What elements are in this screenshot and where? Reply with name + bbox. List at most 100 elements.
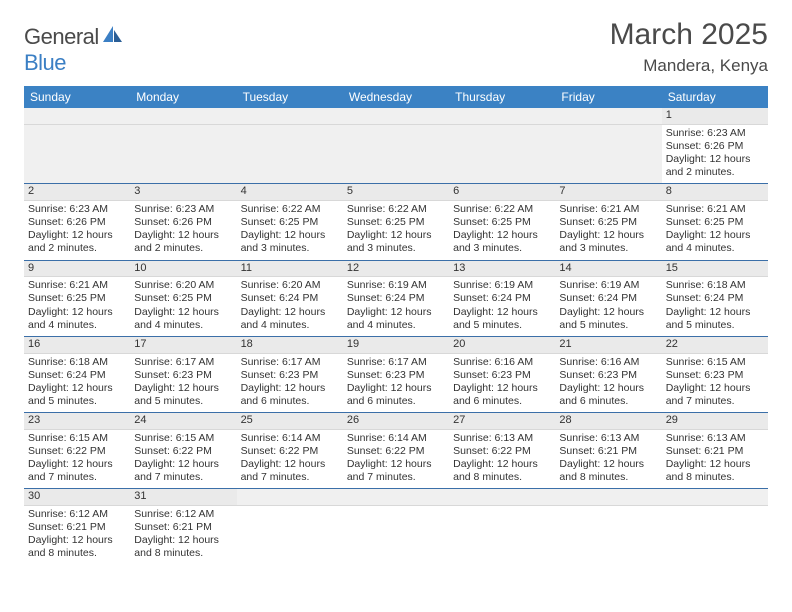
calendar-day-cell: 19Sunrise: 6:17 AMSunset: 6:23 PMDayligh…	[343, 336, 449, 412]
sunset-text: Sunset: 6:22 PM	[134, 445, 232, 458]
daylight-text: Daylight: 12 hours and 3 minutes.	[347, 229, 445, 255]
day-number: 16	[24, 337, 130, 354]
day-details: Sunrise: 6:21 AMSunset: 6:25 PMDaylight:…	[24, 277, 130, 336]
day-number: 27	[449, 413, 555, 430]
day-number: 22	[662, 337, 768, 354]
calendar-day-cell: 24Sunrise: 6:15 AMSunset: 6:22 PMDayligh…	[130, 413, 236, 489]
sunrise-text: Sunrise: 6:22 AM	[241, 203, 339, 216]
weekday-header: Wednesday	[343, 86, 449, 108]
sunset-text: Sunset: 6:26 PM	[666, 140, 764, 153]
calendar-week-row: 23Sunrise: 6:15 AMSunset: 6:22 PMDayligh…	[24, 413, 768, 489]
sunrise-text: Sunrise: 6:15 AM	[134, 432, 232, 445]
calendar-week-row: 1Sunrise: 6:23 AMSunset: 6:26 PMDaylight…	[24, 108, 768, 184]
daylight-text: Daylight: 12 hours and 6 minutes.	[559, 382, 657, 408]
calendar-day-cell: 28Sunrise: 6:13 AMSunset: 6:21 PMDayligh…	[555, 413, 661, 489]
daylight-text: Daylight: 12 hours and 6 minutes.	[453, 382, 551, 408]
day-details: Sunrise: 6:19 AMSunset: 6:24 PMDaylight:…	[343, 277, 449, 336]
daylight-text: Daylight: 12 hours and 7 minutes.	[347, 458, 445, 484]
calendar-day-cell	[237, 108, 343, 184]
day-details: Sunrise: 6:12 AMSunset: 6:21 PMDaylight:…	[130, 506, 236, 565]
sunset-text: Sunset: 6:25 PM	[453, 216, 551, 229]
sunset-text: Sunset: 6:24 PM	[347, 292, 445, 305]
sunrise-text: Sunrise: 6:22 AM	[453, 203, 551, 216]
sunset-text: Sunset: 6:25 PM	[241, 216, 339, 229]
day-details: Sunrise: 6:23 AMSunset: 6:26 PMDaylight:…	[24, 201, 130, 260]
calendar-day-cell: 23Sunrise: 6:15 AMSunset: 6:22 PMDayligh…	[24, 413, 130, 489]
day-details: Sunrise: 6:12 AMSunset: 6:21 PMDaylight:…	[24, 506, 130, 565]
day-details: Sunrise: 6:13 AMSunset: 6:22 PMDaylight:…	[449, 430, 555, 489]
sunrise-text: Sunrise: 6:23 AM	[28, 203, 126, 216]
page-header: General Blue March 2025 Mandera, Kenya	[24, 18, 768, 76]
calendar-day-cell: 4Sunrise: 6:22 AMSunset: 6:25 PMDaylight…	[237, 184, 343, 260]
sunset-text: Sunset: 6:26 PM	[134, 216, 232, 229]
day-details: Sunrise: 6:14 AMSunset: 6:22 PMDaylight:…	[343, 430, 449, 489]
daylight-text: Daylight: 12 hours and 8 minutes.	[559, 458, 657, 484]
month-title: March 2025	[610, 18, 768, 52]
calendar-day-cell: 8Sunrise: 6:21 AMSunset: 6:25 PMDaylight…	[662, 184, 768, 260]
calendar-day-cell: 15Sunrise: 6:18 AMSunset: 6:24 PMDayligh…	[662, 260, 768, 336]
sunrise-text: Sunrise: 6:13 AM	[453, 432, 551, 445]
daylight-text: Daylight: 12 hours and 8 minutes.	[134, 534, 232, 560]
day-number: 30	[24, 489, 130, 506]
sunset-text: Sunset: 6:24 PM	[559, 292, 657, 305]
day-details: Sunrise: 6:16 AMSunset: 6:23 PMDaylight:…	[555, 354, 661, 413]
day-number: 24	[130, 413, 236, 430]
title-block: March 2025 Mandera, Kenya	[610, 18, 768, 76]
sunset-text: Sunset: 6:25 PM	[666, 216, 764, 229]
calendar-day-cell: 3Sunrise: 6:23 AMSunset: 6:26 PMDaylight…	[130, 184, 236, 260]
calendar-day-cell: 21Sunrise: 6:16 AMSunset: 6:23 PMDayligh…	[555, 336, 661, 412]
daylight-text: Daylight: 12 hours and 5 minutes.	[666, 306, 764, 332]
sunrise-text: Sunrise: 6:14 AM	[241, 432, 339, 445]
daylight-text: Daylight: 12 hours and 4 minutes.	[134, 306, 232, 332]
calendar-day-cell: 11Sunrise: 6:20 AMSunset: 6:24 PMDayligh…	[237, 260, 343, 336]
sunset-text: Sunset: 6:24 PM	[666, 292, 764, 305]
calendar-table: Sunday Monday Tuesday Wednesday Thursday…	[24, 86, 768, 565]
day-number: 21	[555, 337, 661, 354]
calendar-day-cell: 14Sunrise: 6:19 AMSunset: 6:24 PMDayligh…	[555, 260, 661, 336]
day-number: 3	[130, 184, 236, 201]
day-details: Sunrise: 6:21 AMSunset: 6:25 PMDaylight:…	[555, 201, 661, 260]
sunset-text: Sunset: 6:24 PM	[241, 292, 339, 305]
daylight-text: Daylight: 12 hours and 3 minutes.	[453, 229, 551, 255]
sunrise-text: Sunrise: 6:21 AM	[559, 203, 657, 216]
day-details: Sunrise: 6:17 AMSunset: 6:23 PMDaylight:…	[343, 354, 449, 413]
day-details: Sunrise: 6:13 AMSunset: 6:21 PMDaylight:…	[662, 430, 768, 489]
day-number: 25	[237, 413, 343, 430]
calendar-day-cell: 10Sunrise: 6:20 AMSunset: 6:25 PMDayligh…	[130, 260, 236, 336]
calendar-day-cell: 31Sunrise: 6:12 AMSunset: 6:21 PMDayligh…	[130, 489, 236, 565]
daylight-text: Daylight: 12 hours and 2 minutes.	[28, 229, 126, 255]
calendar-day-cell	[555, 489, 661, 565]
daylight-text: Daylight: 12 hours and 2 minutes.	[666, 153, 764, 179]
sunrise-text: Sunrise: 6:21 AM	[28, 279, 126, 292]
day-details: Sunrise: 6:18 AMSunset: 6:24 PMDaylight:…	[662, 277, 768, 336]
day-number: 31	[130, 489, 236, 506]
calendar-week-row: 30Sunrise: 6:12 AMSunset: 6:21 PMDayligh…	[24, 489, 768, 565]
daylight-text: Daylight: 12 hours and 3 minutes.	[241, 229, 339, 255]
sunrise-text: Sunrise: 6:19 AM	[559, 279, 657, 292]
location: Mandera, Kenya	[610, 56, 768, 76]
sunrise-text: Sunrise: 6:23 AM	[666, 127, 764, 140]
sunrise-text: Sunrise: 6:14 AM	[347, 432, 445, 445]
day-details: Sunrise: 6:15 AMSunset: 6:22 PMDaylight:…	[24, 430, 130, 489]
sunrise-text: Sunrise: 6:15 AM	[28, 432, 126, 445]
calendar-day-cell	[449, 489, 555, 565]
sunset-text: Sunset: 6:21 PM	[134, 521, 232, 534]
weekday-header: Tuesday	[237, 86, 343, 108]
day-details: Sunrise: 6:13 AMSunset: 6:21 PMDaylight:…	[555, 430, 661, 489]
day-number: 10	[130, 261, 236, 278]
sunrise-text: Sunrise: 6:12 AM	[28, 508, 126, 521]
day-number: 23	[24, 413, 130, 430]
sunset-text: Sunset: 6:24 PM	[28, 369, 126, 382]
day-number: 29	[662, 413, 768, 430]
day-details: Sunrise: 6:20 AMSunset: 6:24 PMDaylight:…	[237, 277, 343, 336]
calendar-day-cell	[449, 108, 555, 184]
sunset-text: Sunset: 6:25 PM	[559, 216, 657, 229]
calendar-day-cell: 29Sunrise: 6:13 AMSunset: 6:21 PMDayligh…	[662, 413, 768, 489]
calendar-day-cell: 22Sunrise: 6:15 AMSunset: 6:23 PMDayligh…	[662, 336, 768, 412]
daylight-text: Daylight: 12 hours and 5 minutes.	[453, 306, 551, 332]
sunrise-text: Sunrise: 6:22 AM	[347, 203, 445, 216]
sunrise-text: Sunrise: 6:21 AM	[666, 203, 764, 216]
sunrise-text: Sunrise: 6:18 AM	[28, 356, 126, 369]
day-details: Sunrise: 6:17 AMSunset: 6:23 PMDaylight:…	[130, 354, 236, 413]
day-details: Sunrise: 6:15 AMSunset: 6:23 PMDaylight:…	[662, 354, 768, 413]
